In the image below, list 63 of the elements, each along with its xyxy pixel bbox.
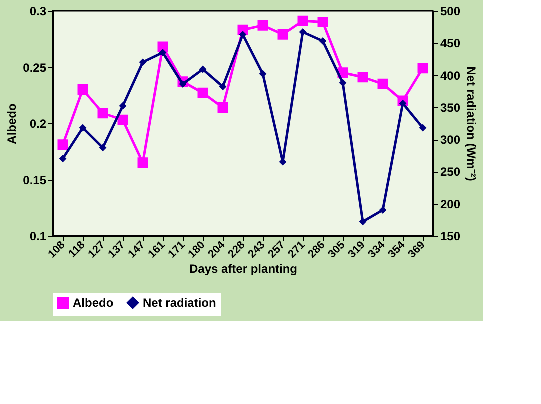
- x-tick-label: 286: [306, 239, 328, 261]
- x-tick-label: 334: [366, 238, 388, 261]
- y2-tick-label: 350: [440, 100, 461, 115]
- x-tick-label: 147: [126, 239, 148, 261]
- x-tick-label: 369: [406, 239, 428, 261]
- x-tick-label: 319: [346, 239, 368, 261]
- point: [399, 100, 407, 108]
- point: [118, 114, 128, 126]
- point: [138, 158, 148, 168]
- point: [219, 83, 227, 91]
- point: [98, 108, 108, 119]
- point: [318, 17, 328, 28]
- x-tick-label: 118: [66, 239, 88, 260]
- point: [199, 66, 207, 74]
- point: [339, 79, 347, 87]
- y2-tick-label: 250: [440, 165, 461, 180]
- point: [99, 144, 107, 152]
- point: [378, 78, 388, 90]
- point: [198, 88, 208, 98]
- x-tick-label: 127: [86, 239, 108, 261]
- y2-tick-label: 200: [440, 197, 461, 212]
- x-tick-label: 204: [206, 238, 228, 261]
- x-tick-label: 108: [46, 239, 68, 261]
- x-tick-label: 161: [146, 239, 168, 261]
- y-tick-label: 0.15: [23, 173, 47, 188]
- point: [359, 218, 367, 226]
- point: [139, 58, 147, 66]
- x-tick-label: 171: [166, 239, 188, 261]
- x-tick-label: 271: [286, 239, 308, 261]
- x-tick-label: 137: [106, 239, 128, 261]
- point: [259, 70, 267, 78]
- y-axis-title: Albedo: [5, 104, 20, 144]
- point: [418, 63, 428, 74]
- point: [278, 29, 288, 40]
- point: [419, 124, 427, 132]
- legend-label: Net radiation: [143, 296, 216, 310]
- point: [218, 102, 228, 113]
- y2-tick-label: 150: [440, 230, 461, 244]
- y-tick-label: 0.2: [30, 117, 47, 131]
- point: [78, 84, 88, 95]
- x-tick-label: 243: [246, 239, 268, 261]
- point: [58, 140, 68, 150]
- x-tick-label: 257: [266, 239, 288, 261]
- x-tick-label: 305: [326, 239, 348, 261]
- y2-axis-title: Net radiation (Wm⁻²): [464, 66, 479, 182]
- y2-tick-label: 450: [440, 36, 461, 51]
- point: [358, 72, 368, 83]
- point: [59, 155, 67, 163]
- y2-tick-label: 500: [440, 4, 461, 18]
- y-tick-label: 0.3: [30, 4, 47, 18]
- x-tick-label: 228: [226, 239, 248, 261]
- point: [298, 16, 308, 26]
- legend-label: Albedo: [73, 296, 114, 310]
- point: [258, 20, 268, 31]
- y-tick-label: 0.25: [23, 60, 47, 75]
- y-tick-label: 0.1: [30, 230, 47, 244]
- x-axis-title: Days after planting: [189, 262, 298, 276]
- point: [119, 102, 127, 110]
- x-tick-label: 180: [186, 239, 208, 261]
- x-tick-label: 354: [386, 238, 408, 261]
- y2-tick-label: 300: [440, 133, 461, 148]
- point: [79, 124, 87, 132]
- y2-tick-label: 400: [440, 68, 461, 83]
